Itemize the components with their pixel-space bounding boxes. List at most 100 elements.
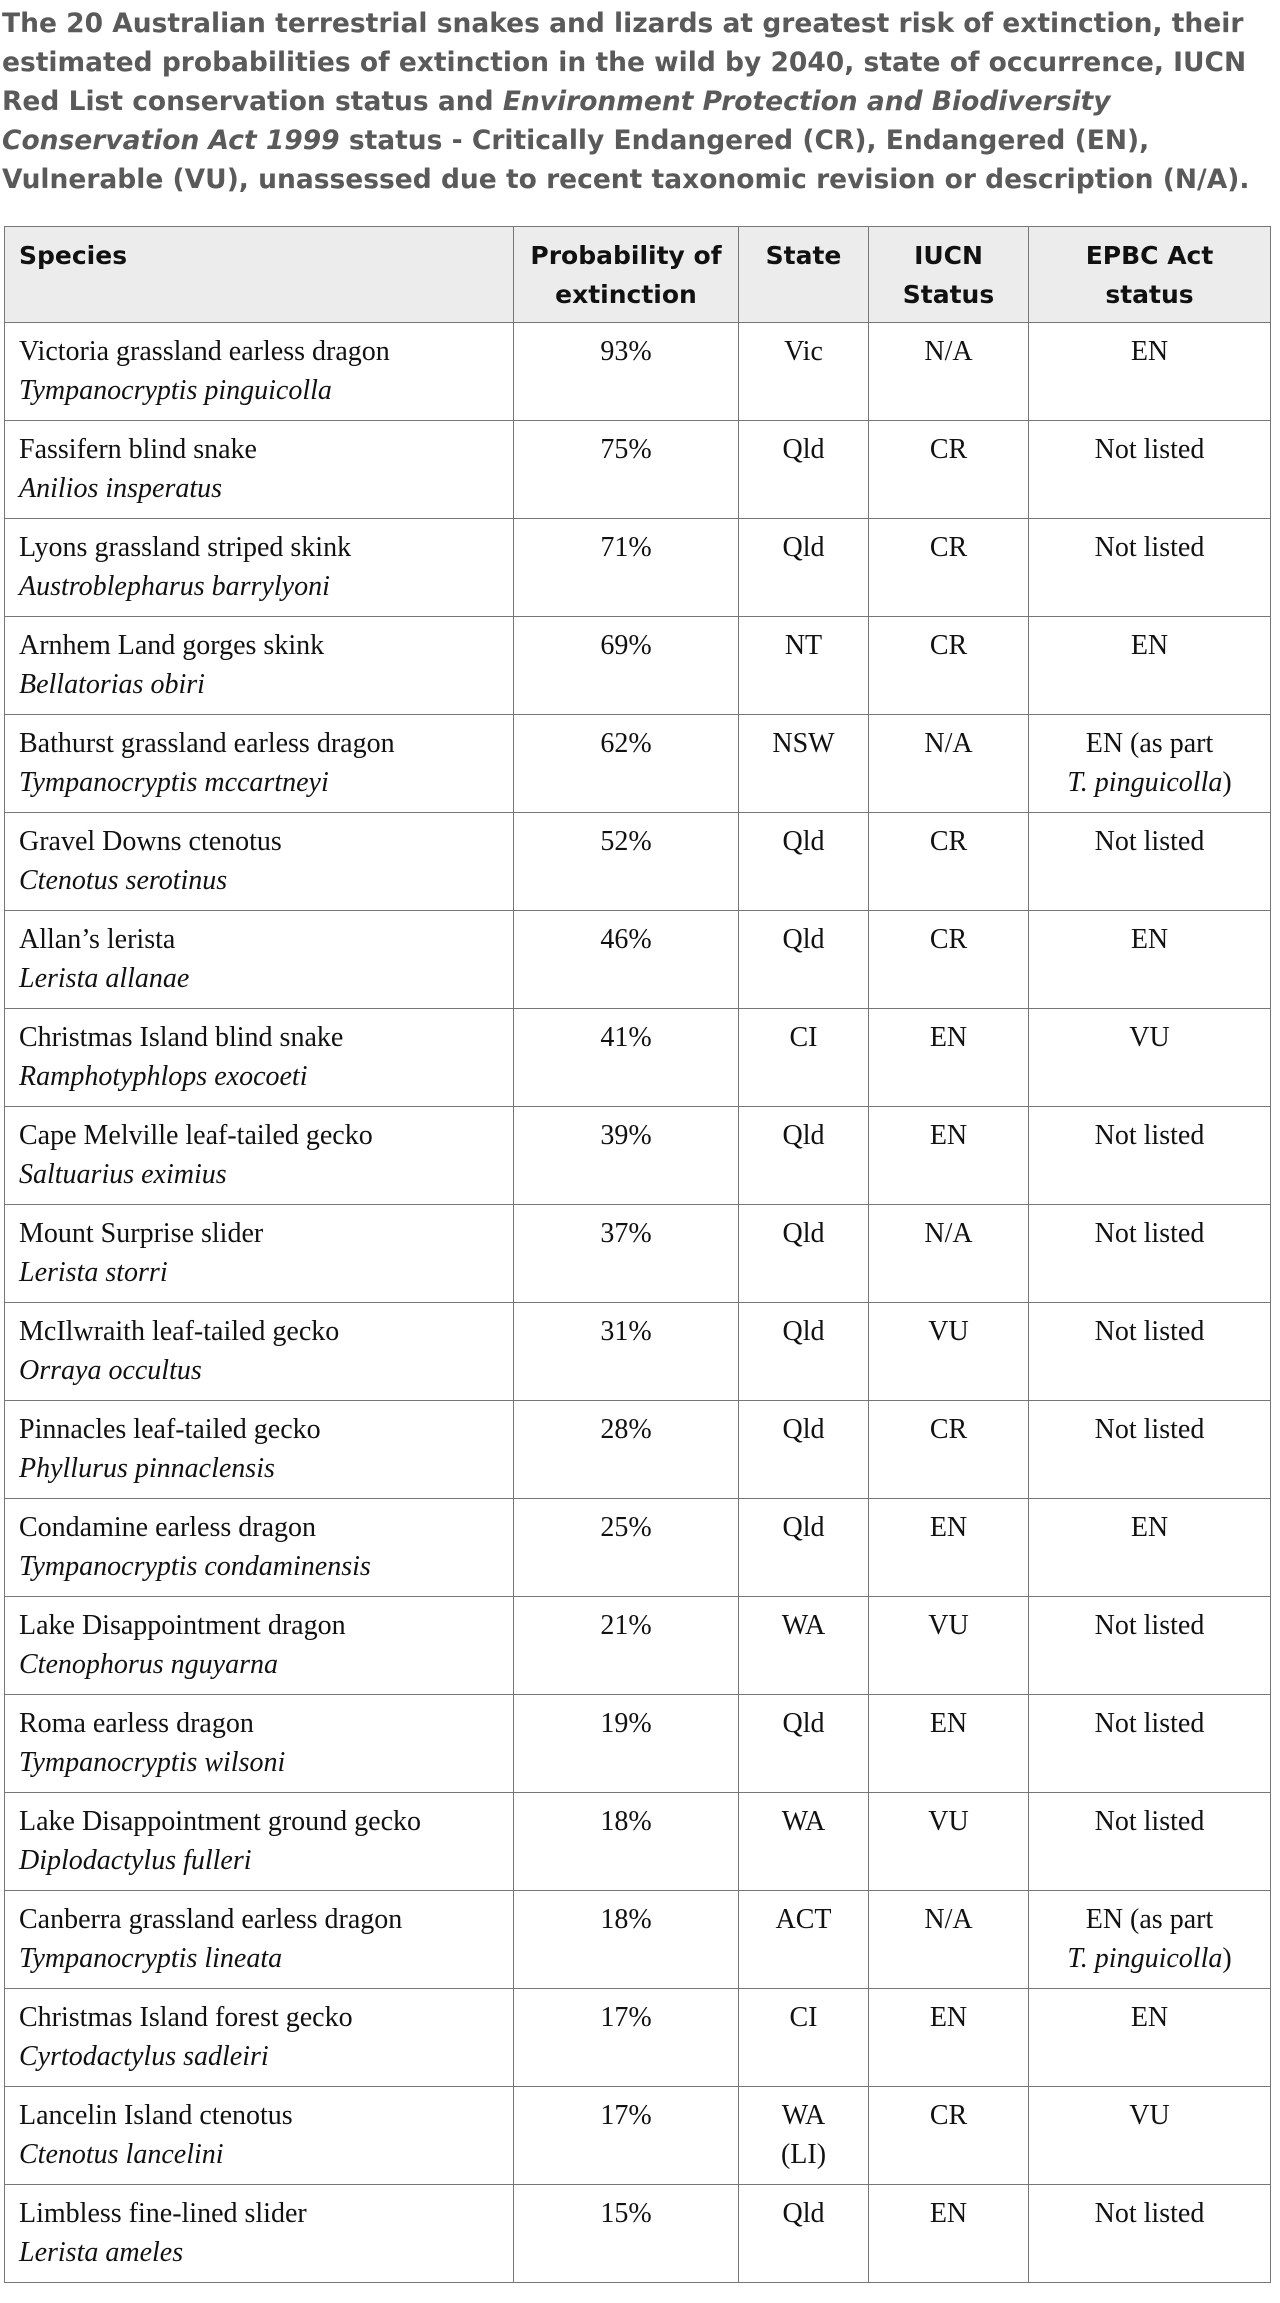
header-text: IUCN bbox=[914, 241, 983, 270]
state: Qld bbox=[738, 1302, 869, 1401]
species-row: Canberra grassland earless dragon Tympano… bbox=[4, 1890, 1271, 1989]
epbc-text: EN (as part bbox=[1085, 728, 1214, 759]
common-name: Lyons grassland striped skink bbox=[19, 532, 352, 563]
epbc-text: Not listed bbox=[1094, 1610, 1205, 1641]
probability: 25% bbox=[513, 1498, 739, 1597]
scientific-name: Ctenophorus nguyarna bbox=[19, 1649, 278, 1680]
species-row: Allan’s lerista Lerista allanae 46% Qld CR EN bbox=[4, 910, 1271, 1009]
iucn-status: CR bbox=[868, 1400, 1029, 1499]
scientific-name: Lerista storri bbox=[19, 1257, 168, 1288]
species-row: Christmas Island blind snake Ramphotyphlo… bbox=[4, 1008, 1271, 1107]
species-cell: Fassifern blind snake Anilios insperatus bbox=[4, 420, 514, 519]
probability: 31% bbox=[513, 1302, 739, 1401]
caption-text: The 20 Australian terrestrial snakes and… bbox=[2, 8, 1247, 117]
common-name: Roma earless dragon bbox=[19, 1708, 254, 1739]
state: ACT bbox=[738, 1890, 869, 1989]
species-cell: Canberra grassland earless dragon Tympano… bbox=[4, 1890, 514, 1989]
epbc-text: EN bbox=[1130, 1512, 1169, 1543]
species-cell: Christmas Island blind snake Ramphotyphlo… bbox=[4, 1008, 514, 1107]
header-text: EPBC Act bbox=[1085, 241, 1214, 270]
species-row: Arnhem Land gorges skink Bellatorias obir… bbox=[4, 616, 1271, 715]
probability: 75% bbox=[513, 420, 739, 519]
species-cell: Gravel Downs ctenotus Ctenotus serotinus bbox=[4, 812, 514, 911]
epbc-status: Not listed bbox=[1028, 420, 1271, 519]
epbc-text: EN bbox=[1130, 2002, 1169, 2033]
state: Vic bbox=[738, 322, 869, 421]
epbc-text: Not listed bbox=[1094, 532, 1205, 563]
scientific-name: Lerista ameles bbox=[19, 2237, 184, 2268]
probability: 52% bbox=[513, 812, 739, 911]
epbc-status: Not listed bbox=[1028, 1106, 1271, 1205]
epbc-status: Not listed bbox=[1028, 1400, 1271, 1499]
caption: The 20 Australian terrestrial snakes and… bbox=[2, 4, 1262, 199]
probability: 19% bbox=[513, 1694, 739, 1793]
common-name: Cape Melville leaf-tailed gecko bbox=[19, 1120, 373, 1151]
species-row: Lake Disappointment ground gecko Diplodac… bbox=[4, 1792, 1271, 1891]
iucn-status: VU bbox=[868, 1302, 1029, 1401]
table-header: Species Probability of extinction State IUCN… bbox=[4, 226, 1271, 323]
species-row: Condamine earless dragon Tympanocryptis c… bbox=[4, 1498, 1271, 1597]
epbc-text: Not listed bbox=[1094, 1218, 1205, 1249]
scientific-name: Tympanocryptis mccartneyi bbox=[19, 767, 329, 798]
epbc-taxon: T. pinguicolla bbox=[1067, 1943, 1223, 1974]
table-body: Victoria grassland earless dragon Tympano… bbox=[4, 322, 1271, 2283]
iucn-status: EN bbox=[868, 1988, 1029, 2087]
species-cell: Roma earless dragon Tympanocryptis wilson… bbox=[4, 1694, 514, 1793]
probability: 15% bbox=[513, 2184, 739, 2283]
scientific-name: Tympanocryptis wilsoni bbox=[19, 1747, 286, 1778]
epbc-text: Not listed bbox=[1094, 1316, 1205, 1347]
iucn-status: EN bbox=[868, 1498, 1029, 1597]
epbc-status: Not listed bbox=[1028, 2184, 1271, 2283]
epbc-text: Not listed bbox=[1094, 1708, 1205, 1739]
iucn-status: VU bbox=[868, 1792, 1029, 1891]
probability: 21% bbox=[513, 1596, 739, 1695]
epbc-text: EN bbox=[1130, 336, 1169, 367]
common-name: Gravel Downs ctenotus bbox=[19, 826, 282, 857]
iucn-status: N/A bbox=[868, 1890, 1029, 1989]
probability: 18% bbox=[513, 1792, 739, 1891]
epbc-text: Not listed bbox=[1094, 1120, 1205, 1151]
species-row: Pinnacles leaf-tailed gecko Phyllurus pin… bbox=[4, 1400, 1271, 1499]
scientific-name: Orraya occultus bbox=[19, 1355, 202, 1386]
iucn-status: N/A bbox=[868, 714, 1029, 813]
common-name: Condamine earless dragon bbox=[19, 1512, 317, 1543]
probability: 28% bbox=[513, 1400, 739, 1499]
scientific-name: Lerista allanae bbox=[19, 963, 190, 994]
epbc-status: Not listed bbox=[1028, 518, 1271, 617]
epbc-status: Not listed bbox=[1028, 1596, 1271, 1695]
scientific-name: Tympanocryptis lineata bbox=[19, 1943, 283, 1974]
scientific-name: Cyrtodactylus sadleiri bbox=[19, 2041, 269, 2072]
iucn-status: EN bbox=[868, 2184, 1029, 2283]
scientific-name: Ctenotus lancelini bbox=[19, 2139, 224, 2170]
state: Qld bbox=[738, 2184, 869, 2283]
header-text: Probability of bbox=[530, 241, 722, 270]
probability: 93% bbox=[513, 322, 739, 421]
epbc-status: Not listed bbox=[1028, 1694, 1271, 1793]
probability: 62% bbox=[513, 714, 739, 813]
iucn-status: VU bbox=[868, 1596, 1029, 1695]
epbc-text: Not listed bbox=[1094, 1806, 1205, 1837]
probability: 71% bbox=[513, 518, 739, 617]
header-cell: IUCN Status bbox=[868, 226, 1029, 323]
epbc-status: EN (as part T. pinguicolla) bbox=[1028, 714, 1271, 813]
epbc-status: VU bbox=[1028, 1008, 1271, 1107]
iucn-status: CR bbox=[868, 910, 1029, 1009]
common-name: Allan’s lerista bbox=[19, 924, 176, 955]
species-cell: Lake Disappointment dragon Ctenophorus ng… bbox=[4, 1596, 514, 1695]
common-name: Canberra grassland earless dragon bbox=[19, 1904, 403, 1935]
scientific-name: Diplodactylus fulleri bbox=[19, 1845, 252, 1876]
species-row: Cape Melville leaf-tailed gecko Saltuariu… bbox=[4, 1106, 1271, 1205]
iucn-status: CR bbox=[868, 2086, 1029, 2185]
caption-act-name: Environment Protection and Biodiversity … bbox=[2, 86, 1111, 156]
probability: 17% bbox=[513, 1988, 739, 2087]
species-row: Gravel Downs ctenotus Ctenotus serotinus 5… bbox=[4, 812, 1271, 911]
epbc-status: EN bbox=[1028, 616, 1271, 715]
state: Qld bbox=[738, 812, 869, 911]
epbc-text: Not listed bbox=[1094, 434, 1205, 465]
header-text: Status bbox=[902, 280, 995, 309]
species-cell: Condamine earless dragon Tympanocryptis c… bbox=[4, 1498, 514, 1597]
scientific-name: Anilios insperatus bbox=[19, 473, 223, 504]
header-text: status bbox=[1105, 280, 1194, 309]
common-name: Lake Disappointment ground gecko bbox=[19, 1806, 422, 1837]
